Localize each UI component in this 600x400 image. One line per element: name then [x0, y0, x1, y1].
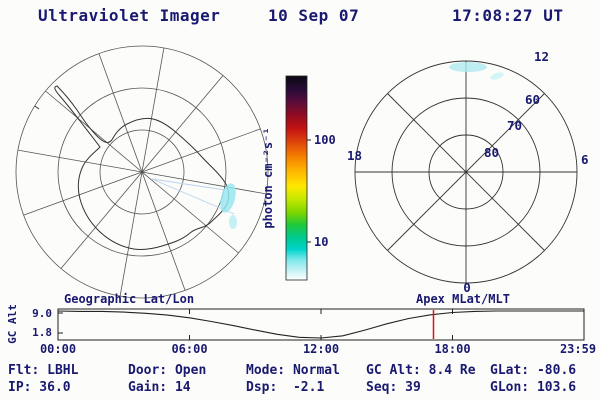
- status-gcalt: GC Alt: 8.4 Re: [366, 363, 476, 378]
- strip-xtick-0000: 00:00: [40, 342, 76, 356]
- colorbar-tick-label-10: 10: [314, 235, 328, 249]
- colorbar-unit-label: photon cm⁻²s⁻¹: [261, 127, 275, 228]
- mlt-label-18: 18: [347, 148, 362, 163]
- strip-xtick-1200: 12:00: [303, 342, 339, 356]
- geo-map-boundary: [15, 45, 269, 299]
- apex-dial-caption: Apex MLat/MLT: [416, 292, 510, 306]
- apex-grid: [354, 60, 578, 284]
- strip-ytick-top: 9.0: [32, 307, 52, 320]
- strip-xtick-0600: 06:00: [171, 342, 207, 356]
- apex-aurora-emission: [449, 62, 504, 80]
- apex-dial-panel: 12 18 6 0 60 70 80 Apex MLat/MLT: [347, 49, 589, 306]
- geo-map-caption: Geographic Lat/Lon: [64, 292, 194, 306]
- altitude-strip-panel: 9.0 1.8 GC Alt 00:00 06:00 12:00 18:00 2…: [6, 304, 596, 356]
- mlat-ring-label-80: 80: [484, 145, 499, 160]
- mlt-label-6: 6: [581, 152, 589, 167]
- geo-aurora-emission: [151, 178, 237, 229]
- mlt-label-12: 12: [534, 49, 549, 64]
- colorbar: 100 10 photon cm⁻²s⁻¹: [261, 75, 336, 281]
- status-glat: GLat: -80.6: [490, 363, 577, 378]
- mlt-label-0: 0: [463, 280, 471, 295]
- geo-graticule: [17, 47, 267, 297]
- date-display: 10 Sep 07: [268, 6, 360, 25]
- status-gain: Gain: 14: [128, 380, 191, 395]
- strip-ytick-bottom: 1.8: [32, 326, 52, 339]
- antarctica-coastline: [25, 56, 230, 250]
- mlat-ring-label-70: 70: [507, 118, 522, 133]
- strip-ylabel: GC Alt: [6, 304, 19, 344]
- coastal-islands: [25, 56, 57, 110]
- status-glon: GLon: 103.6: [490, 380, 577, 395]
- strip-xtick-2359: 23:59: [560, 342, 596, 356]
- colorbar-gradient: [285, 75, 308, 281]
- colorbar-tick-label-100: 100: [314, 133, 336, 147]
- colorbar-tick-marks: [307, 139, 311, 243]
- status-ip: IP: 36.0: [8, 380, 71, 395]
- status-dsp: Dsp: -2.1: [246, 380, 325, 395]
- mlat-ring-label-60: 60: [525, 92, 540, 107]
- status-flt: Flt: LBHL: [8, 363, 79, 378]
- altitude-curve: [57, 310, 584, 339]
- status-seq: Seq: 39: [366, 380, 421, 395]
- app-title: Ultraviolet Imager: [38, 6, 221, 25]
- strip-xtick-1800: 18:00: [434, 342, 470, 356]
- status-door: Door: Open: [128, 363, 207, 378]
- geo-map-panel: Geographic Lat/Lon: [15, 45, 269, 306]
- time-display: 17:08:27 UT: [452, 6, 564, 25]
- status-mode: Mode: Normal: [246, 363, 340, 378]
- strip-tick-marks: [58, 309, 453, 340]
